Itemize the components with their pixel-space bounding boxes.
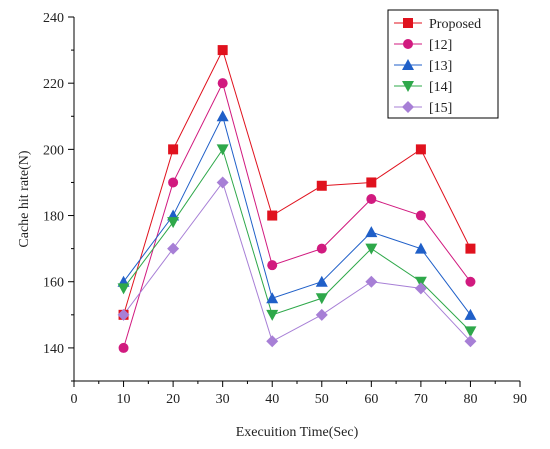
data-point: [118, 342, 129, 353]
y-tick-label: 220: [43, 77, 64, 92]
data-point: [365, 243, 378, 255]
data-point: [168, 177, 179, 188]
data-point: [316, 180, 327, 191]
x-tick-label: 50: [315, 392, 329, 407]
legend-label: [14]: [429, 80, 452, 95]
x-tick-label: 0: [71, 392, 78, 407]
data-point: [217, 78, 228, 89]
x-tick-label: 70: [414, 392, 428, 407]
data-point: [465, 276, 476, 287]
y-tick-label: 160: [43, 276, 64, 291]
x-tick-label: 10: [117, 392, 131, 407]
legend-label: [13]: [429, 59, 452, 74]
y-axis-title: Cache hit rate(N): [17, 150, 32, 248]
data-point: [117, 308, 130, 321]
legend-label: [15]: [429, 101, 452, 116]
data-point: [315, 308, 328, 321]
data-point: [465, 243, 476, 254]
data-point: [315, 293, 328, 305]
data-point: [267, 210, 278, 221]
data-point: [315, 275, 328, 287]
legend-marker: [403, 39, 413, 49]
x-tick-label: 20: [166, 392, 180, 407]
legend-marker: [403, 18, 413, 28]
data-point: [414, 276, 427, 288]
data-point: [217, 45, 228, 56]
data-point: [414, 282, 427, 295]
y-tick-label: 140: [43, 342, 64, 357]
series-line: [123, 81, 471, 349]
series-line: [123, 148, 471, 332]
y-tick-label: 180: [43, 210, 64, 225]
data-point: [464, 335, 477, 348]
data-point: [167, 217, 180, 229]
x-axis-title: Execuition Time(Sec): [236, 425, 359, 440]
data-point: [415, 144, 426, 155]
series-markers: [117, 45, 477, 353]
legend-marker: [402, 59, 414, 70]
data-point: [216, 144, 229, 156]
data-point: [267, 260, 278, 271]
data-point: [464, 308, 477, 320]
data-point: [365, 275, 378, 288]
x-ticks: 0 10 20 30 40 50 60 70 80 90: [71, 381, 527, 407]
legend-marker: [402, 101, 414, 113]
data-point: [216, 110, 229, 122]
x-tick-label: 80: [463, 392, 477, 407]
data-point: [414, 242, 427, 254]
data-point: [366, 177, 377, 188]
data-point: [266, 309, 279, 321]
data-point: [415, 210, 426, 221]
data-point: [167, 242, 180, 255]
legend-label: [12]: [429, 38, 452, 53]
x-tick-label: 90: [513, 392, 527, 407]
data-point: [117, 283, 130, 295]
x-tick-label: 40: [265, 392, 279, 407]
data-point: [365, 226, 378, 238]
data-point: [168, 144, 179, 155]
data-point: [464, 326, 477, 338]
x-tick-label: 60: [364, 392, 378, 407]
legend-marker: [402, 81, 414, 92]
legend: Proposed [12] [13] [14] [15]: [387, 9, 499, 119]
y-ticks: 140 160 180 200 220 240: [43, 11, 74, 382]
series-line: [123, 181, 471, 343]
data-point: [316, 243, 327, 254]
data-point: [266, 292, 279, 304]
data-point: [266, 335, 279, 348]
x-tick-label: 30: [216, 392, 230, 407]
series-lines: [123, 48, 471, 349]
y-tick-label: 240: [43, 11, 64, 26]
data-point: [216, 176, 229, 189]
series-line: [123, 114, 471, 316]
series-line: [123, 48, 471, 315]
y-tick-label: 200: [43, 143, 64, 158]
legend-label: Proposed: [429, 17, 481, 32]
data-point: [366, 194, 377, 204]
